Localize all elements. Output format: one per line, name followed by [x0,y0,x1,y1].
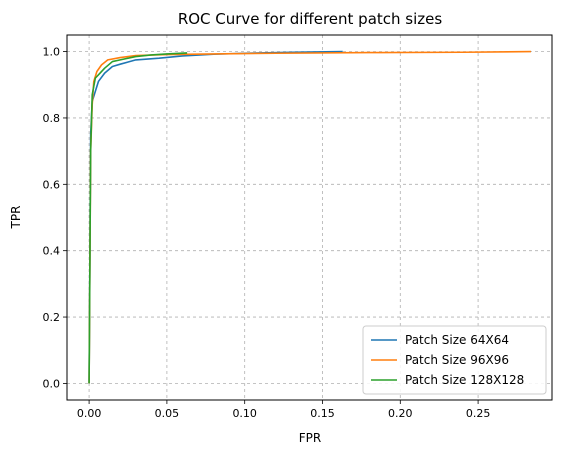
chart-title: ROC Curve for different patch sizes [178,10,443,28]
x-tick-label: 0.05 [155,407,180,420]
x-tick-label: 0.20 [388,407,413,420]
series-line-3 [88,52,188,384]
y-axis-label: TPR [9,206,23,230]
y-tick-label: 0.6 [43,178,61,191]
legend-label-2: Patch Size 96X96 [405,353,509,367]
legend: Patch Size 64X64 Patch Size 96X96 Patch Si… [362,325,547,395]
x-tick-label: 0.10 [232,407,257,420]
x-axis: 0.00 0.05 0.10 0.15 0.20 0.25 [77,400,490,420]
y-tick-label: 0.8 [43,112,61,125]
y-tick-label: 1.0 [43,46,61,59]
legend-label-1: Patch Size 64X64 [405,333,509,347]
plot-frame [66,34,553,401]
x-tick-label: 0.15 [310,407,335,420]
x-tick-label: 0.25 [466,407,491,420]
legend-box [362,325,547,395]
legend-label-3: Patch Size 128X128 [405,373,524,387]
series-layer [88,50,531,384]
y-tick-label: 0.4 [43,245,61,258]
y-tick-label: 0.0 [43,377,61,390]
y-axis: 0.0 0.2 0.4 0.6 0.8 1.0 [43,46,67,390]
x-axis-label: FPR [299,431,321,445]
x-tick-label: 0.00 [77,407,102,420]
y-tick-label: 0.2 [43,311,61,324]
series-line-1 [88,50,343,384]
